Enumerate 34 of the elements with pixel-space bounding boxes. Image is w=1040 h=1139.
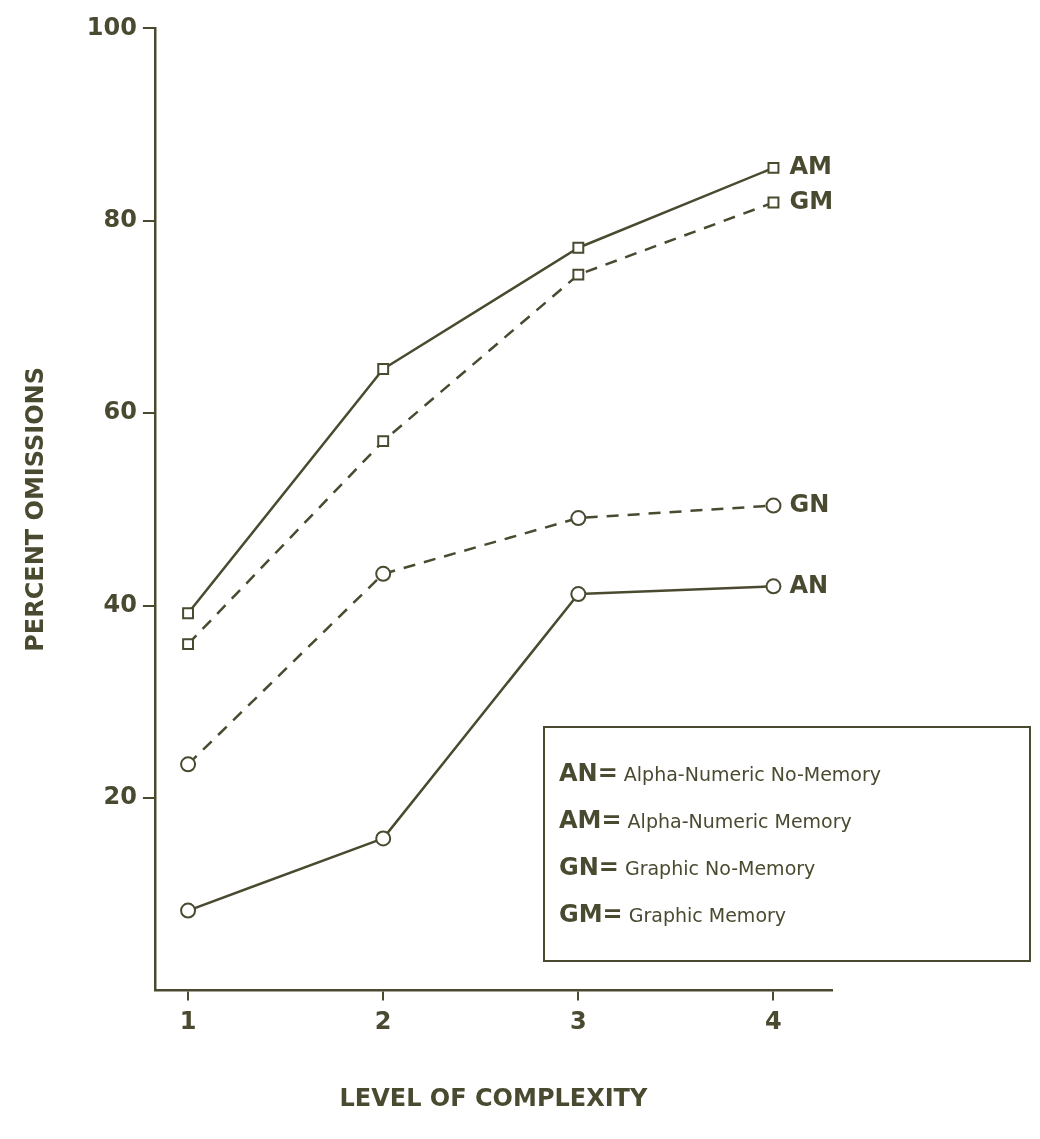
point bbox=[765, 578, 782, 595]
point bbox=[572, 268, 585, 281]
y-tick-label: 20 bbox=[103, 782, 137, 811]
annotation: AN= Alpha-Numeric No-Memory bbox=[559, 759, 882, 787]
point bbox=[377, 435, 390, 448]
x-axis-title: LEVEL OF COMPLEXITY bbox=[339, 1083, 648, 1112]
point bbox=[182, 607, 195, 620]
point bbox=[180, 756, 197, 773]
point bbox=[767, 161, 780, 174]
series-label: AN bbox=[789, 570, 829, 599]
y-tick-label: 80 bbox=[103, 205, 137, 234]
annotation: AM= Alpha-Numeric Memory bbox=[559, 806, 852, 834]
annotation: GM= Graphic Memory bbox=[559, 900, 787, 928]
point bbox=[375, 565, 392, 582]
point bbox=[570, 510, 587, 527]
y-tick-label: 40 bbox=[103, 589, 137, 618]
series-label: GM bbox=[789, 186, 834, 215]
annotation: GN= Graphic No-Memory bbox=[559, 853, 816, 881]
x-tick-label: 3 bbox=[569, 1007, 587, 1036]
y-axis-title: PERCENT OMISSIONS bbox=[20, 367, 49, 652]
x-tick-label: 2 bbox=[374, 1007, 392, 1036]
point bbox=[570, 586, 587, 603]
x-tick-label: 4 bbox=[765, 1007, 782, 1036]
x-tick-label: 1 bbox=[179, 1007, 197, 1036]
point bbox=[180, 902, 197, 919]
y-tick-label: 100 bbox=[86, 12, 137, 41]
point bbox=[375, 830, 392, 847]
series-label: AM bbox=[789, 152, 832, 181]
series-label: GN bbox=[789, 489, 830, 518]
point bbox=[182, 638, 195, 651]
point bbox=[377, 363, 390, 375]
point bbox=[765, 497, 782, 514]
point bbox=[572, 241, 585, 254]
y-tick-label: 60 bbox=[103, 397, 137, 426]
